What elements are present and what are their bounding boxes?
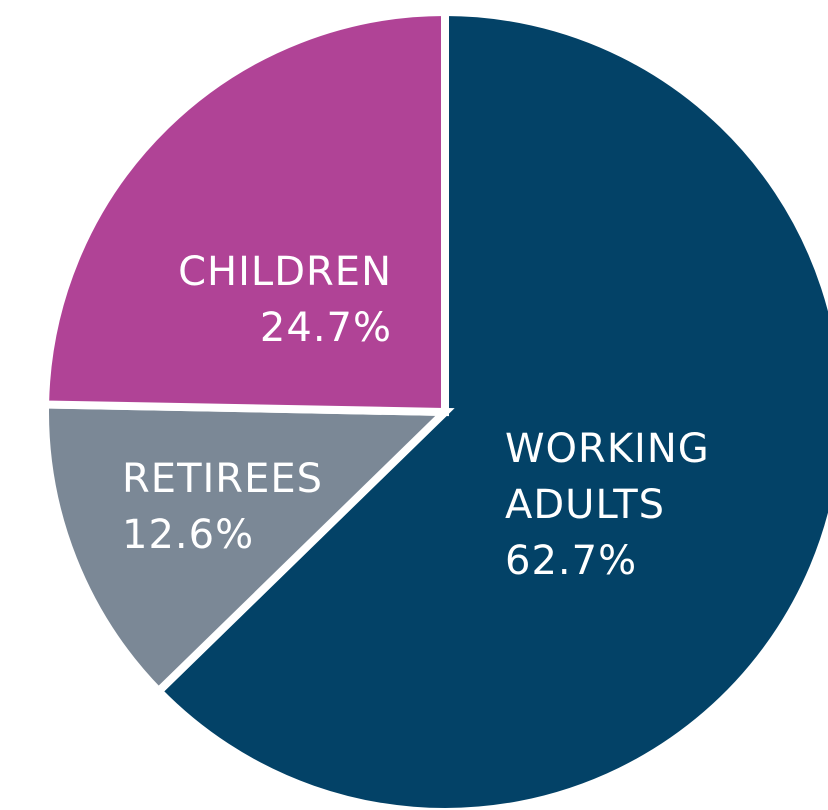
slice-name-label: WORKING	[505, 426, 710, 472]
pie-slice-working-adults	[152, 7, 828, 810]
slice-value-label: 24.7%	[260, 305, 392, 351]
slice-name-label: CHILDREN	[178, 249, 392, 295]
slice-label-children: CHILDREN 24.7%	[178, 249, 392, 351]
pie-slice-children	[40, 7, 449, 417]
pie-slice-retirees	[41, 400, 455, 697]
slice-label-retirees: RETIREES 12.6%	[122, 456, 323, 558]
slice-name-label: ADULTS	[505, 482, 665, 528]
pie-slices	[40, 7, 828, 810]
slice-value-label: 62.7%	[505, 538, 637, 584]
pie-labels: WORKING ADULTS 62.7% RETIREES 12.6% CHILDREN 2…	[122, 249, 710, 584]
slice-value-label: 12.6%	[122, 512, 254, 558]
slice-name-label: RETIREES	[122, 456, 323, 502]
slice-label-working-adults: WORKING ADULTS 62.7%	[505, 426, 710, 584]
